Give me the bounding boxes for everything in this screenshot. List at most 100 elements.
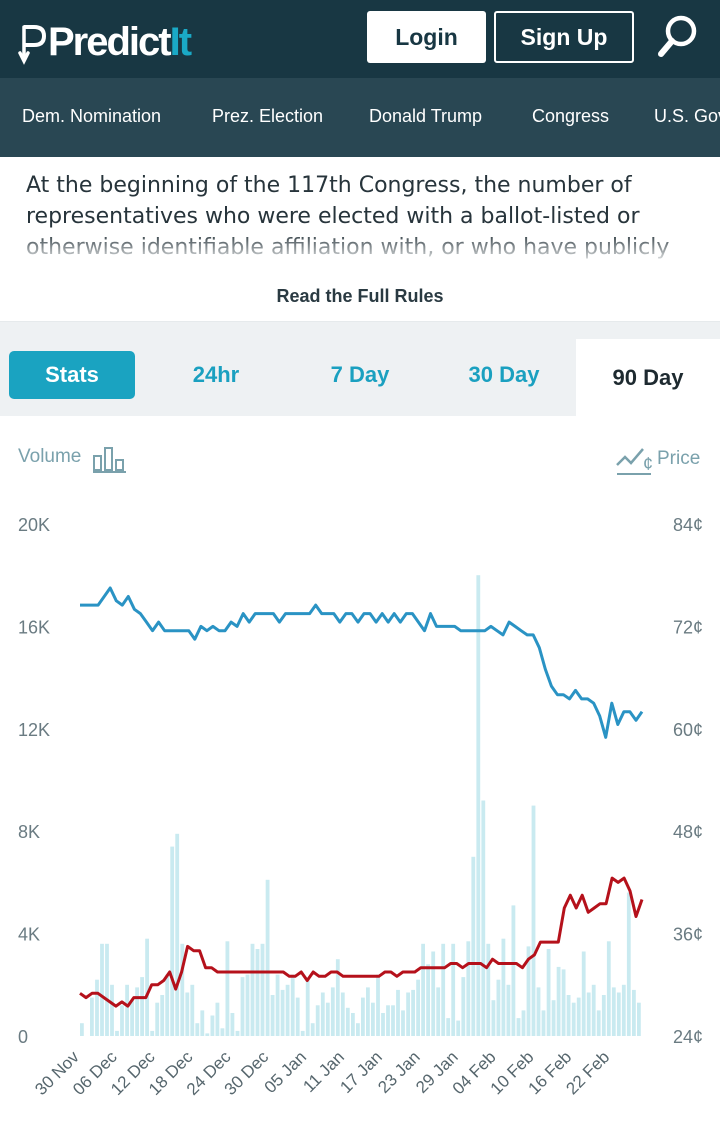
volume-bar — [135, 987, 139, 1036]
volume-bar — [446, 1018, 451, 1036]
left-tick-label: 20K — [18, 515, 50, 535]
nav-item-dem-nomination[interactable]: Dem. Nomination — [22, 106, 162, 126]
volume-bar — [561, 969, 566, 1036]
volume-bar — [531, 805, 536, 1036]
volume-bar — [571, 1002, 576, 1036]
volume-bar — [511, 905, 516, 1036]
volume-bar — [516, 1018, 521, 1036]
left-axis: 0 4K 8K 12K 16K 20K — [18, 515, 50, 1047]
volume-bar — [165, 974, 170, 1036]
tab-7-day[interactable]: 7 Day — [330, 362, 390, 387]
volume-bar — [320, 992, 325, 1036]
price-volume-chart[interactable]: 0 4K 8K 12K 16K 20K 24¢ 36¢ 48¢ 60¢ 72¢ 84¢ 30 Nov… — [0, 416, 720, 1138]
volume-bar — [295, 997, 300, 1036]
volume-bar — [491, 1000, 496, 1036]
volume-bar — [611, 987, 616, 1036]
volume-bar — [421, 943, 425, 1036]
volume-bars — [80, 575, 641, 1036]
right-tick-label: 24¢ — [673, 1027, 703, 1047]
volume-bar — [80, 1023, 84, 1036]
svg-text:¢: ¢ — [643, 454, 653, 474]
volume-bar — [100, 943, 104, 1036]
volume-bar — [441, 943, 446, 1036]
volume-bar — [225, 941, 230, 1036]
tab-24hr[interactable]: 24hr — [192, 362, 240, 387]
volume-bar — [105, 943, 109, 1036]
volume-bar — [280, 989, 285, 1036]
tab-30-day[interactable]: 30 Day — [468, 362, 540, 387]
volume-bar — [581, 951, 586, 1036]
volume-bar — [275, 974, 280, 1036]
volume-bar — [125, 984, 129, 1036]
left-tick-label: 16K — [18, 617, 50, 637]
volume-bar — [351, 1013, 355, 1036]
market-category-nav: Dem. Nomination Prez. Election Donald Tr… — [0, 78, 720, 157]
volume-bar — [195, 1023, 200, 1036]
price-line-red — [79, 876, 644, 1008]
rules-bar: Read the Full Rules — [0, 262, 720, 322]
volume-bar — [541, 1010, 546, 1036]
x-tick-label: 05 Jan — [261, 1047, 311, 1097]
tab-stats[interactable]: Stats — [9, 351, 135, 399]
nav-item-donald-trump[interactable]: Donald Trump — [369, 106, 483, 126]
volume-bar — [305, 979, 310, 1036]
read-full-rules-link[interactable]: Read the Full Rules — [276, 286, 444, 306]
volume-bar — [220, 1028, 225, 1036]
description-fade — [0, 232, 720, 264]
volume-bar — [150, 1030, 155, 1036]
login-button[interactable]: Login — [367, 11, 486, 63]
volume-bar — [205, 1033, 210, 1036]
volume-bar — [210, 1015, 215, 1036]
right-tick-label: 72¢ — [673, 617, 703, 637]
logo-wordmark: PredictIt — [48, 20, 192, 64]
price-lines — [79, 586, 644, 1008]
volume-bar — [466, 941, 471, 1036]
predictit-logo[interactable]: PredictIt — [18, 16, 192, 68]
volume-bar — [300, 1030, 305, 1036]
price-line-blue — [80, 586, 644, 739]
volume-bar — [356, 1023, 360, 1036]
volume-bar — [376, 974, 380, 1036]
volume-bar — [200, 1010, 205, 1036]
volume-bar — [386, 1005, 390, 1036]
signup-button[interactable]: Sign Up — [494, 11, 634, 63]
volume-bar — [606, 941, 611, 1036]
tab-90-day[interactable]: 90 Day — [576, 339, 720, 416]
volume-bar — [406, 992, 410, 1036]
volume-bar — [265, 879, 270, 1036]
chart-range-tabs: Stats 24hr 7 Day 30 Day 90 Day — [0, 322, 720, 416]
volume-bar — [381, 1013, 385, 1036]
volume-legend-label: Volume — [18, 446, 82, 467]
right-axis: 24¢ 36¢ 48¢ 60¢ 72¢ 84¢ — [673, 515, 703, 1047]
volume-bar — [190, 984, 195, 1036]
volume-bar — [371, 1002, 375, 1036]
volume-bar — [476, 575, 481, 1036]
volume-bar — [566, 995, 571, 1036]
volume-bar — [591, 984, 596, 1036]
volume-bar — [586, 992, 591, 1036]
x-tick-label: 22 Feb — [562, 1047, 613, 1098]
volume-bar — [245, 974, 250, 1036]
volume-bar — [481, 800, 486, 1036]
volume-bar — [596, 1010, 601, 1036]
x-tick-label: 23 Jan — [374, 1047, 424, 1097]
volume-bar — [451, 943, 456, 1036]
nav-item-prez-election[interactable]: Prez. Election — [212, 106, 324, 126]
volume-bar — [366, 987, 370, 1036]
volume-bar — [250, 943, 255, 1036]
volume-bar — [180, 943, 185, 1036]
volume-bar — [501, 938, 506, 1036]
volume-bar — [120, 1005, 124, 1036]
volume-bar — [621, 984, 626, 1036]
volume-bar — [536, 987, 541, 1036]
volume-bar — [576, 997, 581, 1036]
volume-bar — [330, 987, 335, 1036]
nav-item-congress[interactable]: Congress — [532, 106, 610, 126]
volume-bar — [285, 984, 290, 1036]
search-icon[interactable] — [656, 12, 700, 62]
price-trend-icon: ¢ — [616, 448, 653, 475]
bar-chart-icon — [93, 447, 126, 473]
x-tick-label: 17 Jan — [336, 1047, 386, 1097]
nav-item-us-gov[interactable]: U.S. Gov — [654, 106, 720, 126]
